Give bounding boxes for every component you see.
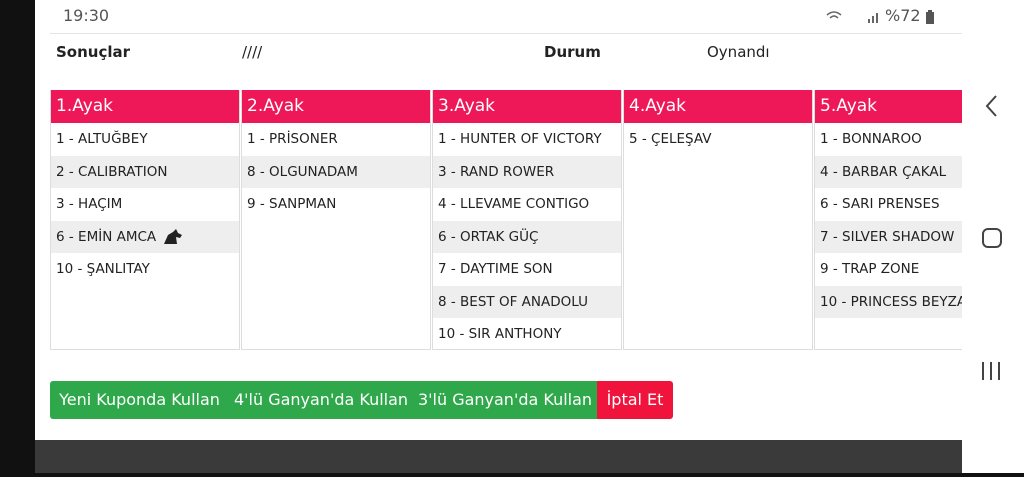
leg-title: 4.Ayak bbox=[624, 90, 812, 123]
clock: 19:30 bbox=[63, 6, 110, 25]
runner: 6 - SARI PRENSES bbox=[820, 196, 940, 212]
runner: 5 - ÇELEŞAV bbox=[629, 131, 712, 147]
action-button[interactable]: İptal Et bbox=[597, 381, 673, 419]
action-button[interactable]: 4'lü Ganyan'da Kullan bbox=[229, 381, 413, 419]
runner: 4 - LLEVAME CONTIGO bbox=[438, 196, 590, 212]
runner: 10 - SIR ANTHONY bbox=[438, 326, 562, 342]
recents-icon[interactable] bbox=[982, 362, 1000, 380]
runner: 10 - PRINCESS BEYZA bbox=[815, 285, 962, 318]
leg-column: 2.Ayak 1 - PRİSONER 8 - OLGUNADAM 9 - SANPM… bbox=[241, 90, 431, 350]
divider bbox=[50, 33, 962, 34]
dialog: 19:30 %72 Sonuçlar //// Durum Oynandı 1.… bbox=[35, 0, 962, 440]
runner: 6 - ORTAK GÜÇ bbox=[433, 220, 621, 253]
runner: 7 - DAYTIME SON bbox=[438, 261, 553, 277]
leg-column: 4.Ayak 5 - ÇELEŞAV bbox=[623, 90, 813, 350]
value: //// bbox=[242, 43, 263, 61]
label: Durum bbox=[544, 43, 601, 61]
runner: 9 - SANPMAN bbox=[247, 196, 337, 212]
leg-title: 2.Ayak bbox=[242, 90, 430, 123]
runner: 8 - BEST OF ANADOLU bbox=[433, 285, 621, 318]
nav-icons bbox=[982, 95, 1002, 380]
value: Oynandı bbox=[707, 43, 770, 61]
leg-column: 3.Ayak 1 - HUNTER OF VICTORY 3 - RAND ROWE… bbox=[432, 90, 622, 350]
runner: 7 - SILVER SHADOW bbox=[815, 220, 962, 253]
results-table: 1.Ayak 1 - ALTUĞBEY 2 - CALIBRATION 3 - HAÇ… bbox=[50, 90, 962, 351]
leg-column: 5.Ayak 1 - BONNAROO 4 - BARBAR ÇAKAL 6 - SA… bbox=[814, 90, 962, 350]
leg-column: 1.Ayak 1 - ALTUĞBEY 2 - CALIBRATION 3 - HAÇ… bbox=[50, 90, 240, 350]
runner: 6 - EMİN AMCA bbox=[51, 220, 239, 253]
battery-icon bbox=[926, 10, 934, 24]
runner: 3 - RAND ROWER bbox=[433, 155, 621, 188]
leg-title: 3.Ayak bbox=[433, 90, 621, 123]
leg-title: 1.Ayak bbox=[51, 90, 239, 123]
leg-title: 5.Ayak bbox=[815, 90, 962, 123]
label: Sonuçlar bbox=[56, 43, 131, 61]
background-bar bbox=[35, 440, 962, 473]
nav-bar bbox=[962, 0, 1024, 473]
action-button[interactable]: 3'lü Ganyan'da Kullan bbox=[413, 381, 597, 419]
runner: 9 - TRAP ZONE bbox=[820, 261, 920, 277]
action-button[interactable]: Yeni Kuponda Kullan bbox=[50, 381, 229, 419]
runner: 1 - ALTUĞBEY bbox=[56, 131, 148, 147]
runner: 1 - HUNTER OF VICTORY bbox=[438, 131, 602, 147]
back-icon[interactable] bbox=[985, 95, 997, 117]
runner: 3 - HAÇIM bbox=[56, 196, 123, 212]
status-icons bbox=[826, 11, 878, 23]
home-icon[interactable] bbox=[982, 228, 1002, 248]
runner: 1 - BONNAROO bbox=[820, 131, 922, 147]
runner: 4 - BARBAR ÇAKAL bbox=[815, 155, 962, 188]
runner: 1 - PRİSONER bbox=[247, 131, 338, 147]
horse-icon bbox=[164, 228, 183, 244]
runner: 8 - OLGUNADAM bbox=[242, 155, 430, 188]
battery: %72 bbox=[885, 6, 921, 25]
runner: 2 - CALIBRATION bbox=[51, 155, 239, 188]
runner: 10 - ŞANLITAY bbox=[56, 261, 150, 277]
